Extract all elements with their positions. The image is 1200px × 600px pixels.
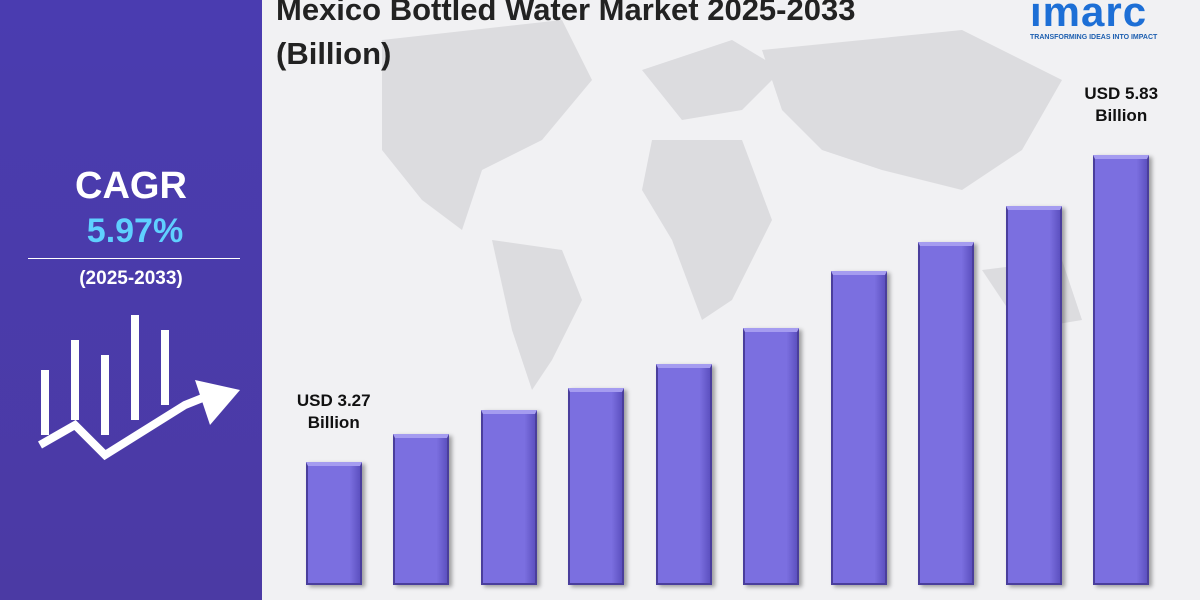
world-map-background <box>382 20 1082 390</box>
growth-icon <box>38 315 240 461</box>
bar <box>393 434 450 585</box>
cagr-value: 5.97% <box>86 212 184 250</box>
chart-subtitle: (Billion) <box>276 36 392 71</box>
bar <box>743 327 800 585</box>
cagr-label: CAGR <box>75 165 187 207</box>
bar <box>918 241 975 585</box>
bar <box>1005 205 1062 585</box>
bar <box>305 461 362 585</box>
sidebar: CAGR 5.97% (2025-2033) <box>0 0 262 600</box>
chart-title: Mexico Bottled Water Market 2025-2033 <box>276 0 856 27</box>
bar <box>655 363 712 585</box>
bar <box>1093 155 1150 585</box>
bar <box>830 271 887 585</box>
bar <box>480 410 537 585</box>
divider <box>28 258 240 259</box>
bar <box>568 387 625 585</box>
value-label: USD 3.27 Billion <box>296 390 371 432</box>
logo: imarc <box>1030 0 1148 35</box>
logo-tagline: TRANSFORMING IDEAS INTO IMPACT <box>1030 34 1158 41</box>
value-label: USD 5.83 Billion <box>1084 84 1159 126</box>
cagr-period: (2025-2033) <box>79 268 183 289</box>
